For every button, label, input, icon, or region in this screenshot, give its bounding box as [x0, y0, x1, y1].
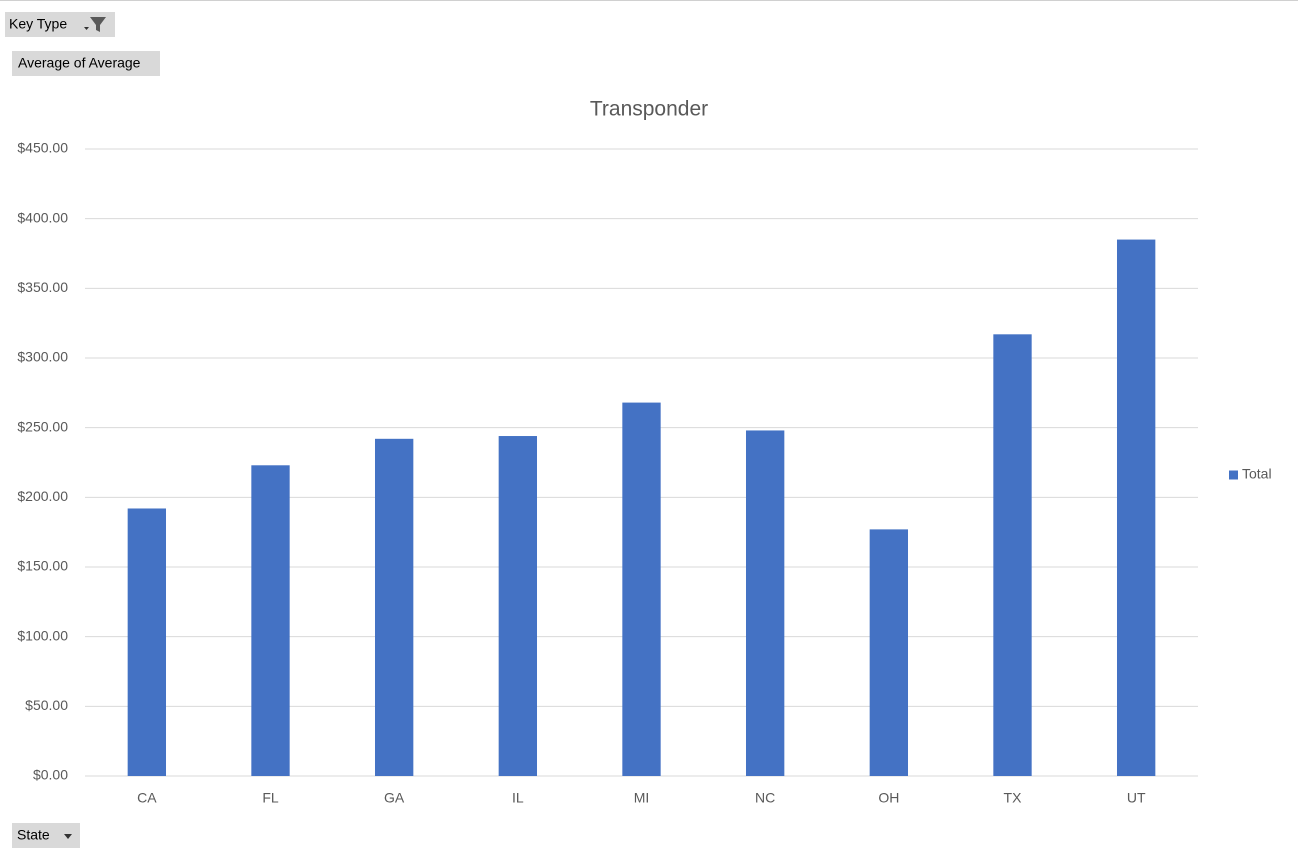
x-tick-label: MI [634, 790, 650, 806]
legend-swatch [1229, 470, 1238, 480]
y-tick-label: $200.00 [17, 488, 68, 504]
filter-button[interactable]: Key Type [5, 12, 115, 37]
y-tick-label: $0.00 [33, 767, 68, 783]
x-tick-label: CA [137, 790, 157, 806]
chart-title: Transponder [590, 98, 708, 121]
y-tick-label: $250.00 [17, 418, 68, 434]
values-button[interactable]: Average of Average [12, 51, 160, 76]
x-tick-label: GA [384, 790, 405, 806]
y-tick-label: $350.00 [17, 279, 68, 295]
x-tick-label: IL [512, 790, 524, 806]
filter-icon [90, 17, 106, 32]
y-tick-label: $450.00 [17, 140, 68, 156]
y-tick-label: $150.00 [17, 558, 68, 574]
axis-button[interactable]: State [12, 823, 80, 848]
bar [251, 465, 290, 776]
x-tick-label: UT [1127, 790, 1146, 806]
bar [127, 508, 167, 776]
button-label: Key Type [9, 16, 67, 32]
bar [622, 402, 661, 776]
bar [869, 529, 909, 776]
x-tick-label: TX [1004, 790, 1023, 806]
x-tick-label: OH [878, 790, 899, 806]
y-tick-label: $100.00 [17, 627, 68, 643]
button-label: State [17, 827, 50, 843]
button-bg [12, 51, 160, 76]
dropdown-icon [64, 834, 72, 839]
y-tick-label: $400.00 [17, 209, 68, 225]
button-label: Average of Average [18, 55, 141, 71]
bar [745, 430, 785, 776]
y-tick-label: $300.00 [17, 349, 68, 365]
dropdown-icon [84, 27, 89, 30]
bar [1116, 239, 1156, 777]
bar [374, 438, 414, 776]
legend-label: Total [1242, 466, 1272, 482]
bar [498, 436, 538, 776]
y-tick-label: $50.00 [25, 697, 68, 713]
x-tick-label: FL [262, 790, 279, 806]
bar [993, 334, 1032, 776]
x-tick-label: NC [755, 790, 775, 806]
